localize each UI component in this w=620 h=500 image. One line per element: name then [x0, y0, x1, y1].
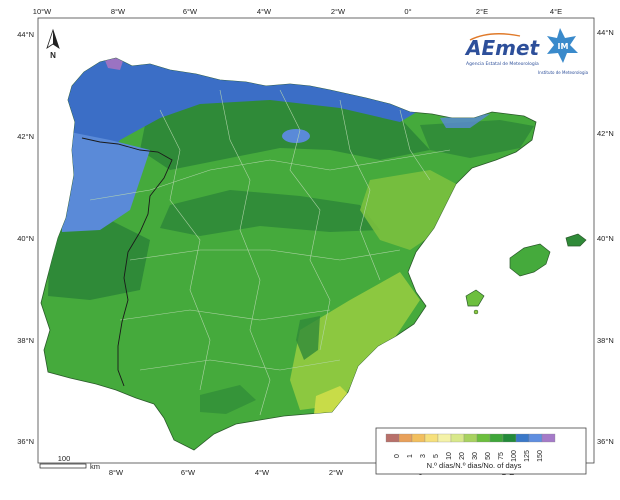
legend-value-label: 3 [420, 454, 427, 458]
ipma-logo-text: IM [558, 42, 569, 51]
zone-light-green-southeast [290, 272, 420, 410]
tick-right-38n: 38°N [597, 336, 614, 345]
scale-bar-value: 100 [58, 454, 71, 463]
legend-value-label: 5 [433, 454, 440, 458]
tick-bottom-4w: 4°W [255, 468, 270, 477]
legend-swatch [385, 433, 400, 443]
zone-purple-galicia [104, 58, 124, 70]
tick-left-42n: 42°N [17, 132, 34, 141]
zone-light-blue-northwest [60, 130, 150, 232]
tick-top-4w: 4°W [257, 7, 272, 16]
legend-swatch [515, 433, 530, 443]
legend-value-label: 1 [407, 454, 414, 458]
tick-top-2e: 2°E [476, 7, 488, 16]
legend-value-label: 150 [537, 450, 544, 462]
legend-value-label: 20 [459, 452, 466, 460]
legend-swatch [450, 433, 465, 443]
legend-value-label: 10 [446, 452, 453, 460]
ipma-logo-subtitle: Instituto de Meteorologia [538, 70, 589, 75]
tick-left-40n: 40°N [17, 234, 34, 243]
tick-left-44n: 44°N [17, 30, 34, 39]
legend-value-label: 125 [524, 450, 531, 462]
scale-bar-unit: km [90, 462, 100, 471]
ipma-star-icon [547, 28, 578, 63]
zone-blue-mountain [282, 129, 310, 143]
zone-dark-green-central [160, 190, 380, 236]
tick-left-38n: 38°N [17, 336, 34, 345]
left-axis: 44°N 42°N 40°N 38°N 36°N [17, 30, 34, 446]
zone-dark-green-sierra [200, 385, 256, 414]
tick-bottom-2w: 2°W [329, 468, 344, 477]
aemet-logo-subtitle: Agencia Estatal de Meteorología [466, 60, 539, 67]
island-mallorca [509, 243, 551, 277]
tick-top-4e: 4°E [550, 7, 562, 16]
north-arrow-label: N [50, 51, 56, 60]
tick-bottom-8w: 8°W [109, 468, 124, 477]
ipma-logo: IM Instituto de Meteorologia [538, 28, 589, 75]
zone-dark-green-east [420, 120, 534, 158]
island-menorca [565, 233, 587, 247]
legend-swatch [463, 433, 478, 443]
tick-right-36n: 36°N [597, 437, 614, 446]
legend-swatch [411, 433, 426, 443]
island-ibiza [465, 289, 485, 307]
tick-right-40n: 40°N [597, 234, 614, 243]
tick-top-0: 0° [404, 7, 411, 16]
tick-top-6w: 6°W [183, 7, 198, 16]
legend-swatch [437, 433, 452, 443]
legend-value-label: 0 [394, 454, 401, 458]
tick-right-42n: 42°N [597, 129, 614, 138]
legend-value-label: 30 [472, 452, 479, 460]
tick-bottom-6w: 6°W [181, 468, 196, 477]
aemet-logo-text: AEmet [464, 36, 541, 60]
top-axis: 10°W 8°W 6°W 4°W 2°W 0° 2°E 4°E [33, 7, 562, 16]
legend-swatch [502, 433, 517, 443]
legend-caption: N.º días/N.º dias/No. of days [427, 461, 522, 470]
legend-swatch [489, 433, 504, 443]
legend-swatch [398, 433, 413, 443]
tick-left-36n: 36°N [17, 437, 34, 446]
legend-swatch [476, 433, 491, 443]
aemet-logo: AEmet Agencia Estatal de Meteorología [464, 33, 541, 67]
legend: 0 1 3 5 10 20 30 50 75 100 125 150 N.º días/N.º dia… [375, 427, 587, 475]
tick-top-8w: 8°W [111, 7, 126, 16]
right-axis: 44°N 42°N 40°N 38°N 36°N [597, 28, 614, 446]
zone-dark-green-south [296, 316, 320, 360]
tick-top-2w: 2°W [331, 7, 346, 16]
legend-swatch [424, 433, 439, 443]
legend-value-label: 50 [485, 452, 492, 460]
legend-swatch [541, 433, 556, 443]
tick-top-10w: 10°W [33, 7, 52, 16]
legend-values: 0 1 3 5 10 20 30 50 75 100 125 150 [394, 450, 544, 462]
scale-bar: 100 km [39, 454, 100, 471]
island-formentera [473, 309, 479, 315]
climate-zones [48, 58, 534, 414]
legend-value-label: 100 [511, 450, 518, 462]
province-boundaries [89, 89, 451, 416]
legend-swatches [385, 433, 556, 443]
legend-value-label: 75 [498, 452, 505, 460]
map-frame [37, 17, 595, 464]
tick-right-44n: 44°N [597, 28, 614, 37]
north-arrow-icon: N [46, 28, 60, 60]
portugal-border [81, 137, 173, 387]
legend-swatch [528, 433, 543, 443]
